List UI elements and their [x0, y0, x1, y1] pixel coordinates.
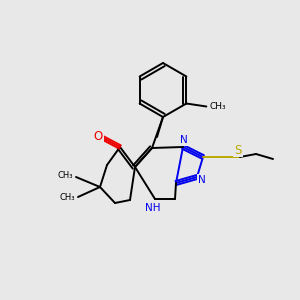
Text: N: N: [198, 175, 206, 185]
Text: CH₃: CH₃: [58, 172, 73, 181]
Text: O: O: [93, 130, 103, 142]
Text: CH₃: CH₃: [209, 102, 226, 111]
Text: N: N: [180, 135, 188, 145]
Text: S: S: [234, 143, 242, 157]
Text: NH: NH: [145, 203, 161, 213]
Text: CH₃: CH₃: [59, 194, 75, 202]
